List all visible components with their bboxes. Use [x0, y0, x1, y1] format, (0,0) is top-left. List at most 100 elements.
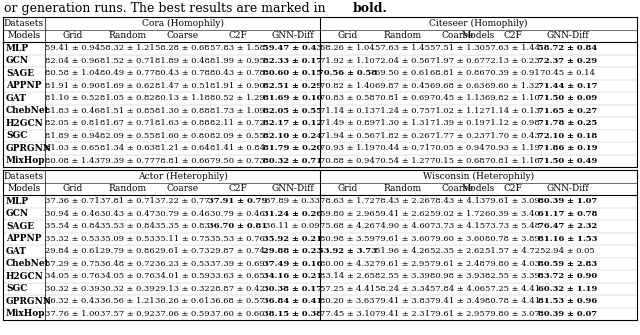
Text: 82.09 ± 0.55: 82.09 ± 0.55 [210, 132, 265, 140]
Text: 80.39 ± 1.07: 80.39 ± 1.07 [538, 197, 597, 205]
Text: 81.47 ± 0.51: 81.47 ± 0.51 [155, 82, 210, 90]
Text: Models: Models [8, 31, 40, 40]
Text: C2F: C2F [503, 184, 522, 193]
Text: 81.51 ± 0.85: 81.51 ± 0.85 [100, 107, 155, 115]
Text: 35.92 ± 0.21: 35.92 ± 0.21 [263, 235, 322, 243]
Text: MLP: MLP [6, 197, 29, 206]
Text: 79.61 ± 2.95: 79.61 ± 2.95 [430, 310, 485, 318]
Text: 81.89 ± 0.48: 81.89 ± 0.48 [155, 57, 210, 65]
Text: 35.53 ± 0.76: 35.53 ± 0.76 [210, 235, 265, 243]
Text: 76.47 ± 2.32: 76.47 ± 2.32 [538, 222, 597, 230]
Text: 82.51 ± 0.29: 82.51 ± 0.29 [263, 82, 322, 90]
Text: Actor (Heterophily): Actor (Heterophily) [138, 172, 227, 181]
Text: 71.82 ± 0.26: 71.82 ± 0.26 [375, 132, 429, 140]
Text: 81.52 ± 0.71: 81.52 ± 0.71 [100, 57, 155, 65]
Text: 80.00 ± 4.32: 80.00 ± 4.32 [320, 260, 375, 268]
Text: 80.52 ± 1.29: 80.52 ± 1.29 [210, 94, 265, 102]
Text: GNN-Diff: GNN-Diff [546, 184, 589, 193]
Text: 71.39 ± 0.19: 71.39 ± 0.19 [430, 119, 485, 127]
Text: Grid: Grid [337, 31, 358, 40]
Text: 35.35 ± 0.83: 35.35 ± 0.83 [155, 222, 210, 230]
Text: 81.10 ± 0.52: 81.10 ± 0.52 [45, 94, 100, 102]
Text: 80.13 ± 1.18: 80.13 ± 1.18 [155, 94, 210, 102]
Text: 82.10 ± 0.24: 82.10 ± 0.24 [263, 132, 322, 140]
Text: 70.93 ± 1.19: 70.93 ± 1.19 [485, 144, 540, 152]
Text: 57.63 ± 1.45: 57.63 ± 1.45 [375, 44, 430, 52]
Text: 70.88 ± 0.94: 70.88 ± 0.94 [320, 157, 375, 165]
Text: MLP: MLP [6, 44, 29, 53]
Text: 35.54 ± 0.84: 35.54 ± 0.84 [45, 222, 100, 230]
Text: 70.15 ± 0.68: 70.15 ± 0.68 [430, 157, 485, 165]
Text: 70.05 ± 0.94: 70.05 ± 0.94 [430, 144, 485, 152]
Text: 79.60 ± 3.60: 79.60 ± 3.60 [430, 235, 484, 243]
Text: 36.26 ± 0.61: 36.26 ± 0.61 [156, 297, 210, 305]
Text: 80.98 ± 3.93: 80.98 ± 3.93 [430, 272, 485, 280]
Text: 81.63 ± 0.88: 81.63 ± 0.88 [155, 119, 210, 127]
Text: 71.78 ± 0.25: 71.78 ± 0.25 [538, 119, 597, 127]
Text: 82.05 ± 0.81: 82.05 ± 0.81 [45, 119, 100, 127]
Text: 81.69 ± 0.10: 81.69 ± 0.10 [263, 94, 322, 102]
Text: 81.89 ± 0.94: 81.89 ± 0.94 [45, 132, 100, 140]
Text: 37.39 ± 0.69: 37.39 ± 0.69 [210, 260, 265, 268]
Text: 80.49 ± 0.77: 80.49 ± 0.77 [100, 69, 155, 77]
Text: 70.45 ± 1.13: 70.45 ± 1.13 [430, 94, 485, 102]
Text: 70.93 ± 1.19: 70.93 ± 1.19 [320, 144, 375, 152]
Text: 70.45 ± 0.14: 70.45 ± 0.14 [540, 69, 595, 77]
Text: Citeseer (Homophily): Citeseer (Homophily) [429, 19, 528, 28]
Text: 79.61 ± 2.95: 79.61 ± 2.95 [375, 260, 430, 268]
Text: 29.61 ± 0.73: 29.61 ± 0.73 [155, 247, 210, 255]
Text: 60.39 ± 3.40: 60.39 ± 3.40 [485, 210, 540, 218]
Text: Coarse: Coarse [442, 31, 474, 40]
Text: 78.43 ± 2.26: 78.43 ± 2.26 [375, 197, 430, 205]
Text: 57.25 ± 4.41: 57.25 ± 4.41 [320, 285, 375, 293]
Text: C2F: C2F [228, 184, 247, 193]
Text: SGC: SGC [6, 284, 28, 293]
Text: 35.09 ± 0.53: 35.09 ± 0.53 [100, 235, 155, 243]
Text: 79.61 ± 3.60: 79.61 ± 3.60 [375, 235, 430, 243]
Text: 71.30 ± 1.31: 71.30 ± 1.31 [375, 119, 430, 127]
Text: Datasets: Datasets [4, 172, 44, 181]
Text: 80.20 ± 3.63: 80.20 ± 3.63 [320, 297, 375, 305]
Text: Wisconsin (Heterophily): Wisconsin (Heterophily) [423, 172, 534, 181]
Text: GCN: GCN [6, 56, 29, 65]
Text: GPRGNN: GPRGNN [6, 297, 52, 306]
Text: 69.82 ± 1.10: 69.82 ± 1.10 [485, 94, 540, 102]
Text: 81.91 ± 0.90: 81.91 ± 0.90 [45, 82, 100, 90]
Text: 29.87 ± 0.74: 29.87 ± 0.74 [210, 247, 265, 255]
Text: 28.87 ± 0.42: 28.87 ± 0.42 [210, 285, 265, 293]
Text: 36.70 ± 0.81: 36.70 ± 0.81 [208, 222, 267, 230]
Text: Random: Random [108, 184, 147, 193]
Text: 81.73 ± 1.09: 81.73 ± 1.09 [210, 107, 265, 115]
Text: 53.92 ± 3.73: 53.92 ± 3.73 [318, 247, 377, 255]
Text: 80.60 ± 0.15: 80.60 ± 0.15 [263, 69, 322, 77]
Text: 37.89 ± 0.33: 37.89 ± 0.33 [265, 197, 320, 205]
Text: 80.39 ± 0.07: 80.39 ± 0.07 [538, 310, 597, 318]
Text: Models: Models [462, 184, 495, 193]
Text: 52.94 ± 0.05: 52.94 ± 0.05 [540, 247, 595, 255]
Text: Models: Models [8, 184, 40, 193]
Text: 71.24 ± 0.75: 71.24 ± 0.75 [375, 107, 430, 115]
Text: 80.58 ± 1.04: 80.58 ± 1.04 [45, 69, 100, 77]
Text: C2F: C2F [228, 31, 247, 40]
Text: 82.17 ± 0.12: 82.17 ± 0.12 [263, 119, 322, 127]
Text: 79.80 ± 4.03: 79.80 ± 4.03 [485, 260, 540, 268]
Text: 37.76 ± 1.00: 37.76 ± 1.00 [45, 310, 100, 318]
Text: 80.78 ± 4.41: 80.78 ± 4.41 [485, 297, 540, 305]
Text: 78.43 ± 4.13: 78.43 ± 4.13 [430, 197, 485, 205]
Text: Grid: Grid [62, 184, 83, 193]
Text: 79.80 ± 3.07: 79.80 ± 3.07 [485, 310, 540, 318]
Text: Datasets: Datasets [4, 19, 44, 28]
Text: 61.17 ± 0.78: 61.17 ± 0.78 [538, 210, 597, 218]
Text: 71.02 ± 1.12: 71.02 ± 1.12 [430, 107, 485, 115]
Text: 37.60 ± 0.60: 37.60 ± 0.60 [211, 310, 265, 318]
Text: 33.63 ± 0.65: 33.63 ± 0.65 [210, 272, 265, 280]
Text: 36.23 ± 0.53: 36.23 ± 0.53 [155, 260, 210, 268]
Text: GAT: GAT [6, 247, 27, 256]
Text: 30.32 ± 0.39: 30.32 ± 0.39 [45, 285, 100, 293]
Text: GNN-Diff: GNN-Diff [271, 31, 314, 40]
Text: 59.02 ± 1.72: 59.02 ± 1.72 [430, 210, 485, 218]
Text: 81.03 ± 0.65: 81.03 ± 0.65 [45, 144, 100, 152]
Text: H2GCN: H2GCN [6, 119, 44, 128]
Text: APPNP: APPNP [6, 81, 42, 90]
Text: 71.86 ± 0.19: 71.86 ± 0.19 [538, 144, 597, 152]
